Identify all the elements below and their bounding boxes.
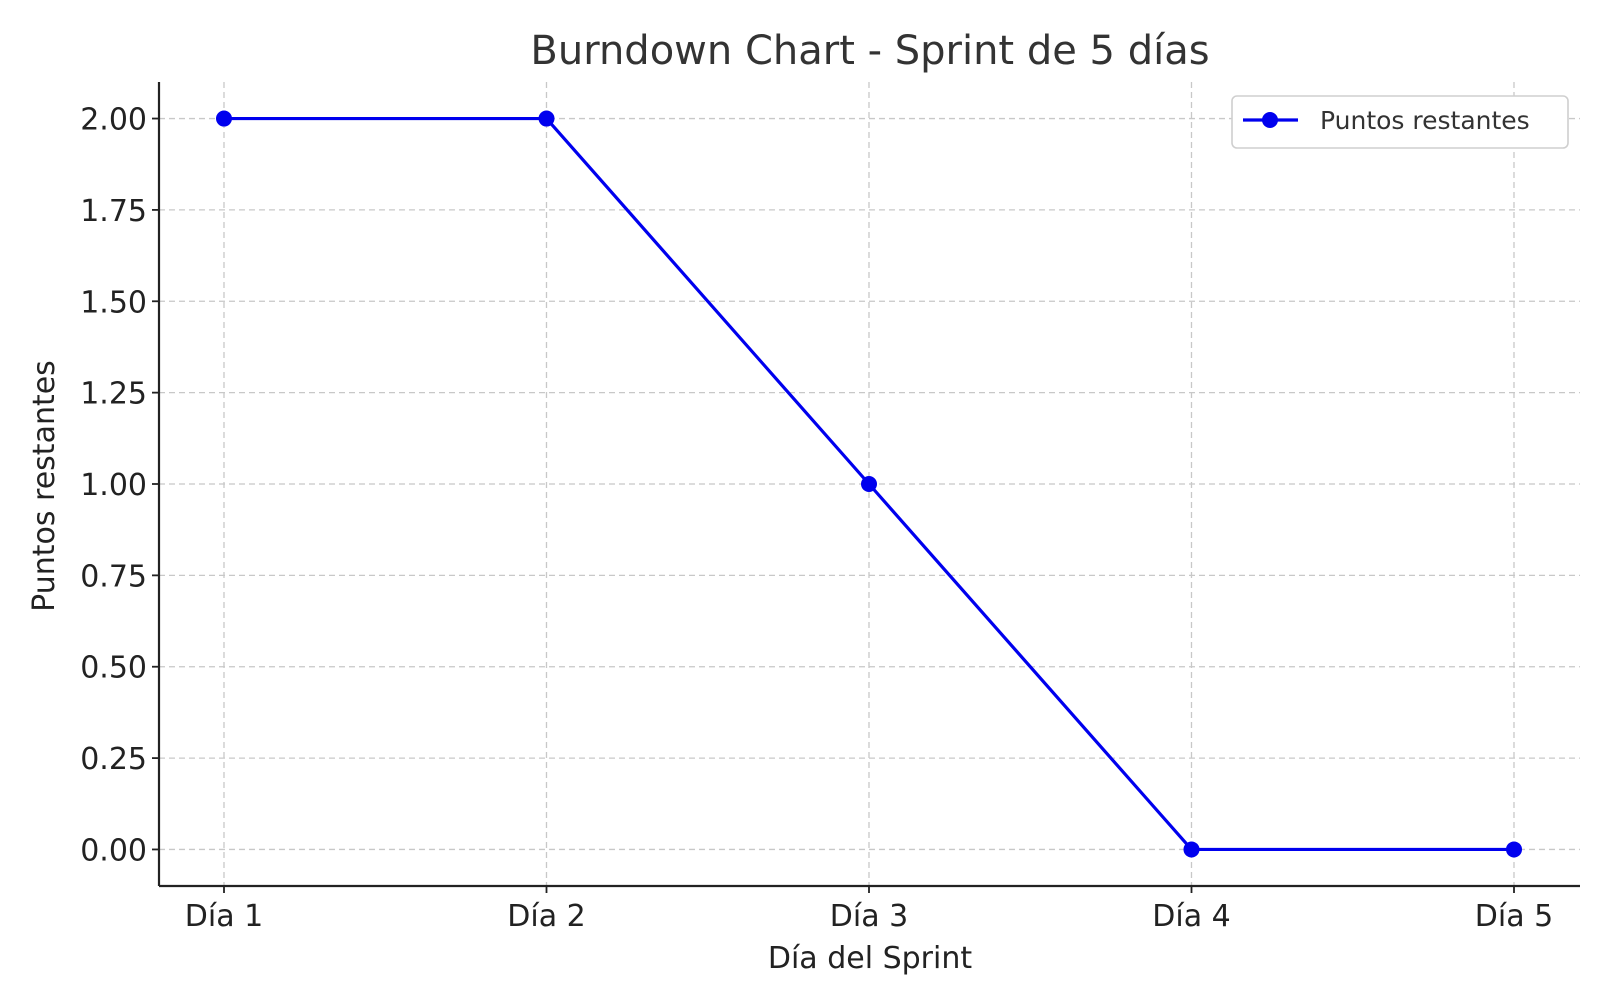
legend: Puntos restantes [1231,95,1569,149]
data-point [1183,841,1200,858]
y-tick-label: 1.75 [80,194,147,229]
y-tick-label: 0.25 [80,742,147,777]
series-layer [216,110,1522,858]
data-point [1506,841,1522,858]
data-point [861,476,877,492]
y-tick-label: 1.50 [80,285,147,320]
x-tick-label: Día 5 [1475,899,1553,934]
legend-frame [1231,95,1569,149]
x-tick-label: Día 1 [185,899,263,934]
chart-title: Burndown Chart - Sprint de 5 días [530,28,1209,74]
ticks-layer: 0.00 0.25 0.50 0.75 1.00 1.25 1.50 1.75 2.00 Día … [80,103,1553,934]
y-tick-label: 0.50 [80,651,147,686]
x-tick-label: Día 3 [830,899,908,934]
x-tick-label: Día 2 [507,899,585,934]
y-tick-label: 1.25 [80,377,147,412]
x-axis-label: Día del Sprint [768,941,972,976]
y-axis-label: Puntos restantes [27,360,62,612]
y-tick-label: 2.00 [80,103,147,138]
data-point [216,110,232,127]
x-tick-label: Día 4 [1152,899,1230,934]
y-tick-label: 1.00 [80,468,147,503]
legend-marker-swatch [1262,112,1278,128]
legend-entry-label: Puntos restantes [1320,106,1530,135]
y-tick-label: 0.00 [80,833,147,868]
data-point [538,110,555,127]
y-tick-label: 0.75 [80,559,147,594]
